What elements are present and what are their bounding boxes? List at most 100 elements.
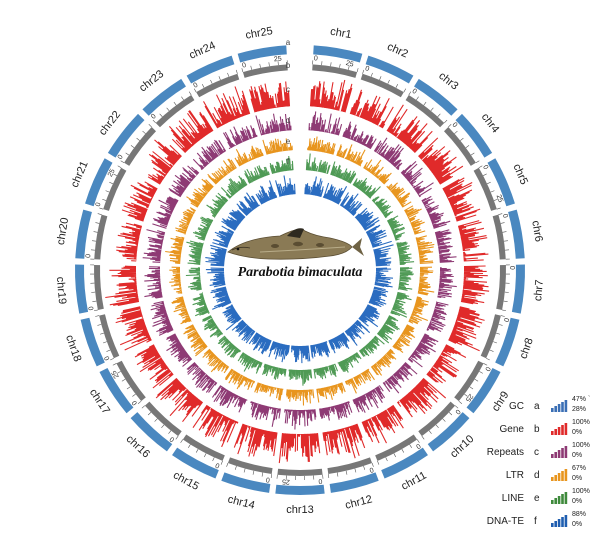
scale-tick bbox=[227, 72, 230, 77]
chromosome-segment bbox=[80, 317, 105, 367]
data-tracks bbox=[105, 79, 490, 464]
scale-tick bbox=[437, 113, 441, 117]
chromosome-label: chr12 bbox=[344, 493, 374, 511]
scale-tick bbox=[403, 88, 407, 93]
chromosome-segment bbox=[75, 209, 92, 259]
histogram-ltr bbox=[404, 205, 426, 235]
chromosome-label: chr15 bbox=[171, 469, 201, 493]
chromosome-segment bbox=[275, 484, 325, 495]
histogram-line bbox=[262, 363, 287, 380]
scale-tick bbox=[120, 160, 125, 164]
chromosome-label: chr7 bbox=[532, 279, 546, 301]
chromosome-segment bbox=[508, 209, 525, 259]
tick-label-zero: 0 bbox=[502, 317, 510, 323]
scale-tick bbox=[379, 76, 382, 81]
scale-tick bbox=[136, 137, 140, 141]
histogram-gene bbox=[233, 423, 278, 457]
histogram-dna_te bbox=[368, 286, 389, 308]
chromosome-segment bbox=[455, 113, 493, 158]
track-letter-d: d bbox=[286, 116, 290, 125]
tick-label-zero: 0 bbox=[411, 88, 418, 96]
scale-tick bbox=[173, 101, 177, 106]
track-letter-a: a bbox=[286, 38, 291, 47]
chromosome-ideogram bbox=[75, 45, 525, 495]
histogram-dna_te bbox=[248, 332, 272, 355]
histogram-ltr bbox=[202, 348, 230, 374]
center-emblem: Parabotia bimaculata bbox=[227, 228, 364, 280]
scale-tick bbox=[493, 198, 498, 201]
histogram-ltr bbox=[344, 368, 375, 394]
histogram-ltr bbox=[183, 324, 208, 357]
scale-tick bbox=[393, 453, 396, 458]
tick-label-zero: 0 bbox=[85, 254, 92, 258]
tick-label-zero: 0 bbox=[214, 461, 220, 469]
histogram-line bbox=[220, 175, 248, 199]
histogram-ltr bbox=[316, 382, 346, 403]
legend-track-letter: a bbox=[534, 401, 540, 412]
scale-tick bbox=[385, 457, 388, 462]
scale-tick bbox=[109, 181, 114, 185]
histogram-repeats bbox=[308, 111, 343, 136]
scale-tick bbox=[117, 165, 122, 168]
scale-tick bbox=[106, 349, 111, 352]
scale-tick bbox=[458, 400, 463, 404]
histogram-repeats bbox=[150, 300, 174, 336]
track-letter-c: c bbox=[286, 85, 290, 94]
scale-tick bbox=[132, 393, 136, 397]
scale-segment bbox=[327, 457, 373, 475]
tick-label-zero: 0 bbox=[169, 435, 176, 443]
histogram-line bbox=[313, 363, 339, 380]
scale-segment bbox=[480, 314, 501, 359]
legend-max-value: 67% bbox=[572, 465, 587, 472]
scale-tick bbox=[442, 418, 446, 422]
histogram-line bbox=[185, 267, 202, 291]
scale-tick bbox=[161, 424, 165, 428]
histogram-repeats bbox=[400, 160, 434, 198]
histogram-gene bbox=[396, 377, 447, 418]
scale-tick bbox=[479, 371, 483, 374]
scale-tick bbox=[387, 79, 390, 84]
histogram-line bbox=[186, 240, 204, 266]
legend-max-value: 88% bbox=[572, 511, 587, 518]
scale-tick bbox=[125, 152, 130, 156]
legend-row-e: LINE e 100% 0% bbox=[472, 487, 597, 510]
scale-tick bbox=[377, 460, 380, 465]
scale-tick bbox=[102, 341, 107, 344]
histogram-line bbox=[192, 291, 210, 317]
scale-tick bbox=[235, 69, 238, 74]
chromosome-label: chr4 bbox=[479, 111, 502, 135]
scale-tick bbox=[496, 207, 501, 210]
scale-tick bbox=[409, 444, 412, 448]
scale-segment bbox=[405, 95, 445, 128]
histogram-ltr bbox=[171, 296, 192, 325]
histogram-gene bbox=[192, 404, 239, 448]
scale-segment bbox=[94, 214, 108, 260]
histogram-ltr bbox=[207, 158, 237, 185]
histogram-gene bbox=[115, 306, 152, 351]
chromosome-segment bbox=[85, 158, 113, 207]
histogram-gene bbox=[121, 181, 158, 222]
chromosome-segment bbox=[313, 45, 363, 63]
chromosome-label: chr25 bbox=[245, 25, 274, 42]
histogram-line bbox=[376, 315, 400, 344]
species-name: Parabotia bimaculata bbox=[238, 265, 363, 280]
scale-tick bbox=[243, 468, 246, 473]
scale-tick bbox=[348, 65, 350, 70]
scale-tick bbox=[93, 231, 98, 233]
track-letter-b: b bbox=[286, 61, 291, 70]
tick-label-zero: 0 bbox=[150, 113, 158, 121]
bar-chart-icon bbox=[551, 400, 568, 412]
scale-tick bbox=[408, 91, 412, 96]
scale-tick bbox=[371, 462, 374, 467]
scale-tick bbox=[486, 357, 490, 361]
scale-tick bbox=[454, 130, 458, 134]
scale-tick bbox=[475, 160, 480, 164]
scale-segment bbox=[312, 64, 358, 78]
histogram-repeats bbox=[319, 401, 353, 421]
histogram-dna_te bbox=[205, 244, 227, 267]
histogram-line bbox=[386, 215, 405, 241]
chromosome-segment bbox=[381, 447, 428, 479]
scale-tick bbox=[465, 145, 470, 149]
chromosome-segment bbox=[365, 55, 414, 84]
scale-tick bbox=[500, 222, 505, 224]
